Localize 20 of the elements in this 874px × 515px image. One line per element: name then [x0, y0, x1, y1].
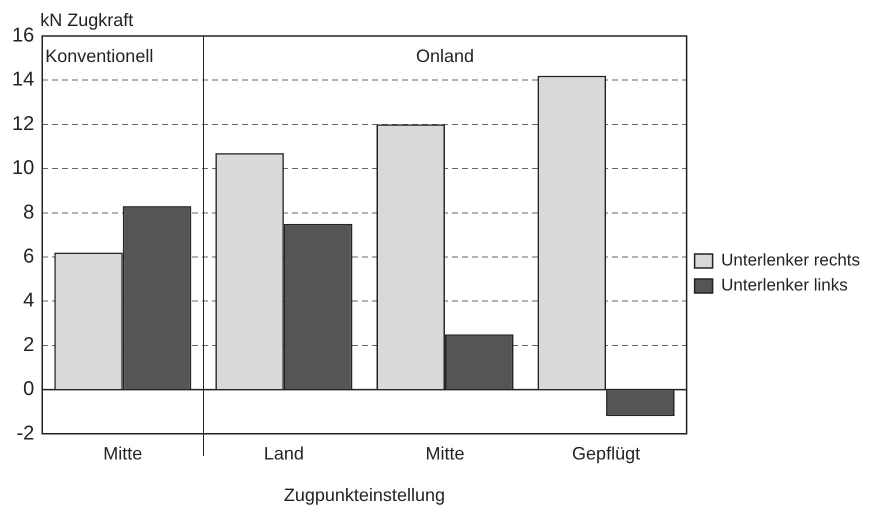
- y-tick-label: 16: [12, 24, 34, 47]
- y-tick-label: 14: [12, 68, 34, 91]
- y-tick-label: 8: [23, 201, 34, 224]
- y-tick-label: 4: [23, 290, 34, 312]
- legend-label: Unterlenker rechts: [721, 250, 860, 270]
- y-axis-title: kN Zugkraft: [40, 10, 134, 30]
- x-tick-label: Mitte: [425, 444, 464, 464]
- x-tick-label: Mitte: [103, 444, 142, 464]
- y-tick-label: 6: [23, 246, 34, 268]
- annotation: Konventionell: [45, 46, 154, 66]
- x-tick-label: Land: [264, 444, 304, 464]
- legend-label: Unterlenker links: [721, 276, 848, 295]
- annotation: Onland: [416, 46, 474, 66]
- y-tick-label: 12: [12, 112, 34, 135]
- x-axis-title: Zugpunkteinstellung: [284, 485, 445, 506]
- y-tick-label: 0: [23, 378, 34, 400]
- x-tick-label: Gepflügt: [572, 444, 640, 464]
- y-tick-label: -2: [16, 422, 34, 444]
- y-tick-label: 2: [23, 334, 34, 356]
- y-tick-label: 10: [12, 157, 34, 180]
